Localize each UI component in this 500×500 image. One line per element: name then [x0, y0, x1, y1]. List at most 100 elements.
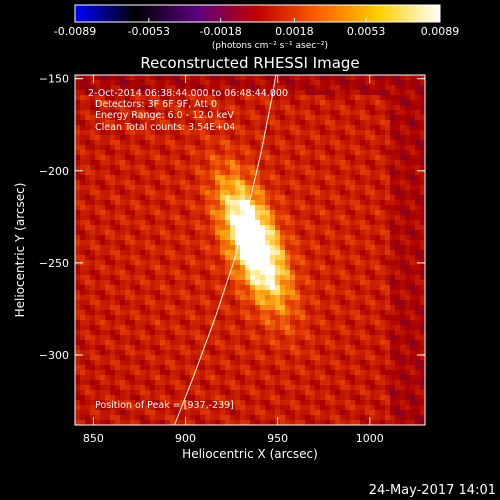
heatmap-cell: [415, 225, 421, 231]
heatmap-cell: [415, 205, 421, 211]
heatmap-cell: [330, 400, 336, 406]
heatmap-cell: [110, 180, 116, 186]
heatmap-cell: [85, 145, 91, 151]
heatmap-cell: [165, 195, 171, 201]
heatmap-cell: [290, 370, 296, 376]
heatmap-cell: [295, 355, 301, 361]
heatmap-cell: [135, 280, 141, 286]
heatmap-cell: [365, 185, 371, 191]
heatmap-cell: [140, 210, 146, 216]
heatmap-cell: [80, 280, 86, 286]
heatmap-cell: [345, 265, 351, 271]
heatmap-cell: [205, 170, 211, 176]
heatmap-cell: [415, 235, 421, 241]
heatmap-cell: [420, 320, 425, 326]
heatmap-cell: [75, 110, 81, 116]
heatmap-cell: [150, 290, 156, 296]
heatmap-cell: [120, 290, 126, 296]
heatmap-cell: [105, 180, 111, 186]
heatmap-cell: [145, 240, 151, 246]
heatmap-cell: [225, 195, 231, 201]
heatmap-cell: [90, 135, 96, 141]
heatmap-cell: [270, 210, 276, 216]
heatmap-cell: [400, 405, 406, 411]
heatmap-cell: [145, 260, 151, 266]
heatmap-cell: [330, 265, 336, 271]
heatmap-cell: [295, 200, 301, 206]
heatmap-cell: [365, 95, 371, 101]
heatmap-cell: [420, 115, 425, 121]
heatmap-cell: [325, 365, 331, 371]
heatmap-cell: [275, 395, 281, 401]
heatmap-cell: [405, 355, 411, 361]
heatmap-cell: [230, 255, 236, 261]
heatmap-cell: [350, 155, 356, 161]
heatmap-cell: [210, 100, 216, 106]
heatmap-cell: [230, 180, 236, 186]
heatmap-cell: [325, 115, 331, 121]
heatmap-cell: [310, 305, 316, 311]
heatmap-cell: [185, 90, 191, 96]
heatmap-cell: [75, 145, 81, 151]
heatmap-cell: [90, 300, 96, 306]
heatmap-cell: [90, 355, 96, 361]
heatmap-cell: [350, 90, 356, 96]
heatmap-cell: [320, 85, 326, 91]
heatmap-cell: [75, 280, 81, 286]
heatmap-cell: [330, 190, 336, 196]
heatmap-cell: [150, 395, 156, 401]
heatmap-cell: [410, 415, 416, 421]
heatmap-cell: [410, 150, 416, 156]
y-tick-label: −150: [39, 73, 69, 86]
heatmap-cell: [270, 370, 276, 376]
heatmap-cell: [200, 120, 206, 126]
heatmap-cell: [135, 260, 141, 266]
heatmap-cell: [185, 335, 191, 341]
heatmap-cell: [225, 295, 231, 301]
heatmap-cell: [325, 290, 331, 296]
heatmap-cell: [315, 95, 321, 101]
heatmap-cell: [235, 235, 241, 241]
heatmap-cell: [100, 420, 106, 425]
heatmap-cell: [390, 180, 396, 186]
heatmap-cell: [405, 225, 411, 231]
heatmap-cell: [330, 90, 336, 96]
heatmap-cell: [100, 220, 106, 226]
heatmap-cell: [210, 85, 216, 91]
heatmap-cell: [420, 175, 425, 181]
heatmap-cell: [220, 245, 226, 251]
heatmap-cell: [320, 275, 326, 281]
heatmap-cell: [155, 100, 161, 106]
heatmap-cell: [130, 305, 136, 311]
heatmap-cell: [225, 300, 231, 306]
heatmap-cell: [235, 165, 241, 171]
heatmap-cell: [225, 330, 231, 336]
heatmap-cell: [360, 245, 366, 251]
heatmap-cell: [335, 80, 341, 86]
heatmap-cell: [145, 245, 151, 251]
heatmap-cell: [120, 420, 126, 425]
heatmap-cell: [355, 125, 361, 131]
heatmap-cell: [300, 165, 306, 171]
heatmap-cell: [110, 165, 116, 171]
heatmap-cell: [335, 175, 341, 181]
heatmap-cell: [325, 295, 331, 301]
heatmap-cell: [355, 385, 361, 391]
heatmap-cell: [330, 75, 336, 81]
heatmap-cell: [290, 150, 296, 156]
heatmap-cell: [225, 95, 231, 101]
heatmap-cell: [100, 370, 106, 376]
heatmap-cell: [310, 355, 316, 361]
heatmap-cell: [340, 255, 346, 261]
heatmap-cell: [200, 280, 206, 286]
heatmap-cell: [275, 140, 281, 146]
heatmap-cell: [110, 230, 116, 236]
heatmap-cell: [85, 200, 91, 206]
heatmap-cell: [225, 125, 231, 131]
heatmap-cell: [210, 240, 216, 246]
heatmap-cell: [370, 340, 376, 346]
heatmap-cell: [160, 330, 166, 336]
heatmap-cell: [325, 75, 331, 81]
heatmap-cell: [120, 80, 126, 86]
heatmap-cell: [320, 340, 326, 346]
